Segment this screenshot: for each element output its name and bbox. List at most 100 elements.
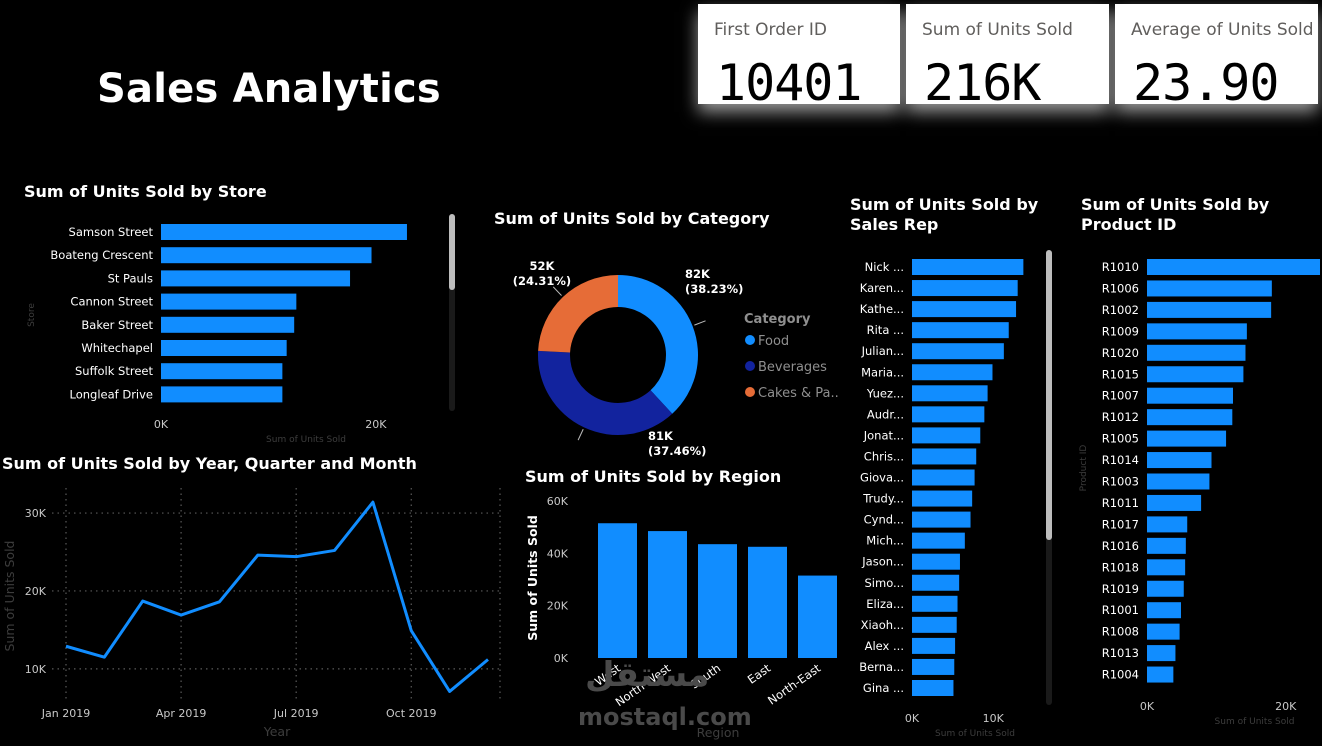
x-tick-label: Jan 2019 xyxy=(41,707,90,720)
bar-category-label: Trudy... xyxy=(862,492,904,506)
bar xyxy=(912,511,971,528)
y-axis-title: Product ID xyxy=(1079,445,1089,492)
donut-data-label: 81K xyxy=(648,429,674,443)
bar-category-label: Julian... xyxy=(861,344,904,358)
legend-marker xyxy=(745,387,755,397)
bar xyxy=(912,427,981,444)
y-tick-label: 30K xyxy=(25,507,47,520)
legend-item: Beverages xyxy=(758,360,827,375)
y-tick-label: 40K xyxy=(547,547,569,560)
bar xyxy=(912,259,1024,275)
x-tick-label: Apr 2019 xyxy=(156,707,207,720)
bar-category-label: R1020 xyxy=(1102,346,1139,360)
bar xyxy=(1147,516,1188,533)
donut-data-pct: (24.31%) xyxy=(513,274,571,288)
kpi-value: 10401 xyxy=(716,54,863,112)
legend-item: Cakes & Pa... xyxy=(758,386,840,401)
bar xyxy=(1147,259,1320,275)
timeline-line-chart: 10K 20K 30K Jan 2019 Apr 2019 Jul 2019 Oct 201… xyxy=(2,488,501,739)
donut-leader-line xyxy=(577,429,584,441)
bar xyxy=(698,544,737,658)
x-tick-label: North-East xyxy=(765,661,824,708)
bar-category-label: Whitechapel xyxy=(81,341,153,355)
bar xyxy=(912,637,956,654)
kpi-value: 216K xyxy=(924,54,1041,112)
salesrep-chart-scrollbar[interactable] xyxy=(1046,250,1052,705)
bar-category-label: Cannon Street xyxy=(70,295,153,309)
donut-slice xyxy=(538,275,618,353)
bar-category-label: R1005 xyxy=(1102,432,1139,446)
legend-marker xyxy=(745,361,755,371)
page-title: Sales Analytics xyxy=(97,66,441,112)
donut-leader-line xyxy=(694,320,706,326)
bar xyxy=(912,469,975,486)
bar-category-label: R1014 xyxy=(1102,453,1139,467)
legend-item: Food xyxy=(758,334,789,349)
bar xyxy=(912,280,1018,297)
x-tick-label: Oct 2019 xyxy=(386,707,437,720)
bar-category-label: Berna... xyxy=(859,660,904,674)
store-scroll-thumb[interactable] xyxy=(449,214,455,290)
bar xyxy=(1147,645,1176,662)
donut-slice xyxy=(538,350,673,435)
bar-category-label: St Pauls xyxy=(108,271,153,285)
watermark-arabic: مستقل xyxy=(585,655,710,695)
donut-data-pct: (38.23%) xyxy=(685,282,743,296)
bar-category-label: R1006 xyxy=(1102,281,1139,295)
bar xyxy=(912,406,985,423)
y-tick-label: 20K xyxy=(25,585,47,598)
bar-category-label: Eliza... xyxy=(866,597,904,611)
legend-title: Category xyxy=(744,312,811,327)
x-tick-label: 0K xyxy=(905,712,920,725)
bar-category-label: Gina ... xyxy=(863,681,904,695)
bar xyxy=(912,680,954,696)
bar xyxy=(161,270,351,287)
bar-category-label: R1012 xyxy=(1102,410,1139,424)
bar-category-label: R1002 xyxy=(1102,303,1139,317)
bar xyxy=(912,616,957,633)
bar-category-label: Jason... xyxy=(861,555,904,569)
bar-category-label: Jonat... xyxy=(863,428,904,442)
kpi-label: Sum of Units Sold xyxy=(922,20,1073,40)
bar-category-label: Cynd... xyxy=(864,513,904,527)
bar-category-label: Audr... xyxy=(867,407,904,421)
bar xyxy=(1147,344,1246,361)
donut-data-label: 82K xyxy=(685,267,711,281)
bar-category-label: R1007 xyxy=(1102,389,1139,403)
bar xyxy=(161,340,287,356)
x-tick-label: Jul 2019 xyxy=(273,707,319,720)
bar xyxy=(1147,366,1244,383)
salesrep-chart-title: Sum of Units Sold by Sales Rep xyxy=(850,195,1039,234)
bar-category-label: Maria... xyxy=(861,365,904,379)
bar-category-label: R1019 xyxy=(1102,582,1139,596)
bar xyxy=(1147,623,1180,640)
kpi-card-sum-units[interactable]: Sum of Units Sold 216K xyxy=(906,4,1109,112)
kpi-card-average-units[interactable]: Average of Units Sold 23.90 xyxy=(1115,4,1318,112)
bar-category-label: R1016 xyxy=(1102,539,1139,553)
bar xyxy=(912,364,993,381)
bar-category-label: R1010 xyxy=(1102,260,1139,274)
kpi-label: First Order ID xyxy=(714,20,827,40)
y-axis-title: Sum of Units Sold xyxy=(525,515,540,641)
bar xyxy=(1147,409,1233,426)
bar xyxy=(1147,280,1272,297)
x-axis-title: Sum of Units Sold xyxy=(1215,717,1295,727)
kpi-label: Average of Units Sold xyxy=(1131,20,1314,40)
y-tick-label: 60K xyxy=(547,495,569,508)
bar xyxy=(912,343,1004,360)
kpi-card-first-order-id[interactable]: First Order ID 10401 xyxy=(698,4,900,112)
salesrep-bar-chart: Nick ... Karen... Kathe... Rita ... Julian..… xyxy=(859,259,1024,739)
bar-category-label: R1017 xyxy=(1102,517,1139,531)
category-chart-title: Sum of Units Sold by Category xyxy=(494,209,770,228)
bar xyxy=(748,546,787,658)
bar xyxy=(1147,323,1247,340)
bar-category-label: R1013 xyxy=(1102,646,1139,660)
x-tick-label: East xyxy=(745,661,774,687)
bar xyxy=(161,363,283,380)
bar xyxy=(1147,537,1186,554)
store-chart-scrollbar[interactable] xyxy=(449,214,455,411)
bar-category-label: Xiaoh... xyxy=(861,618,904,632)
bar-category-label: Rita ... xyxy=(867,323,904,337)
salesrep-scroll-thumb[interactable] xyxy=(1046,250,1052,540)
bar xyxy=(1147,387,1233,404)
